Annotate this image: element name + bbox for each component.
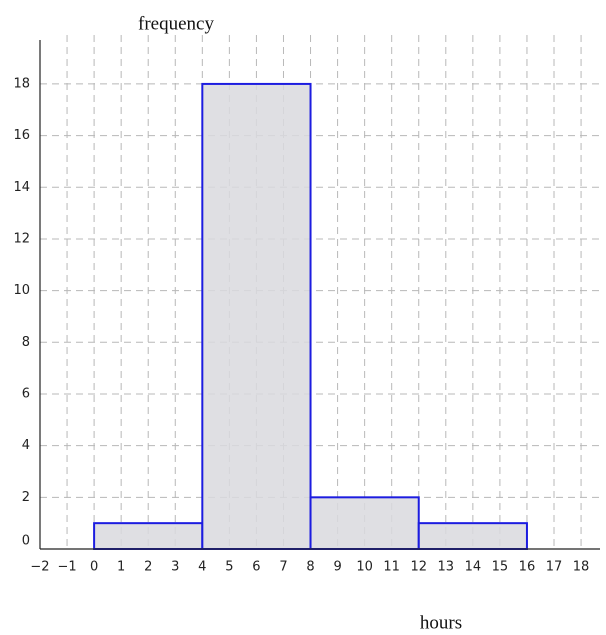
x-axis-title: hours: [420, 612, 462, 633]
histogram-bar: [309, 496, 420, 550]
x-tick-label: 3: [171, 560, 179, 575]
x-tick-label: 17: [546, 560, 563, 575]
x-tick-label: 5: [225, 560, 233, 575]
y-tick-label: 16: [13, 128, 30, 143]
x-tick-label: −1: [57, 560, 76, 575]
y-tick-label: 6: [22, 386, 30, 401]
x-tick-label: 18: [573, 560, 590, 575]
y-tick-label: 14: [13, 180, 30, 195]
y-tick-label: 18: [13, 76, 30, 91]
y-tick-label: 10: [13, 283, 30, 298]
histogram-bar: [201, 82, 312, 550]
y-tick-label: 2: [22, 490, 30, 505]
histogram-bar: [93, 522, 204, 550]
y-tick-label: 0: [22, 534, 30, 549]
histogram-bar: [417, 522, 528, 550]
y-tick-label: 4: [22, 438, 30, 453]
y-axis-title: frequency: [138, 13, 214, 34]
y-tick-label: 8: [22, 335, 30, 350]
x-tick-label: 8: [306, 560, 314, 575]
x-tick-label: 6: [252, 560, 260, 575]
x-tick-label: 12: [410, 560, 427, 575]
x-tick-label: 14: [465, 560, 482, 575]
x-tick-label: 10: [356, 560, 373, 575]
x-tick-label: 15: [492, 560, 509, 575]
x-tick-label: 1: [117, 560, 125, 575]
x-tick-label: 16: [519, 560, 536, 575]
y-tick-label: 12: [13, 231, 30, 246]
x-tick-label: 9: [333, 560, 341, 575]
x-tick-label: 13: [438, 560, 455, 575]
x-tick-label: 11: [383, 560, 400, 575]
x-tick-label: 4: [198, 560, 206, 575]
x-tick-label: 0: [90, 560, 98, 575]
x-tick-label: 2: [144, 560, 152, 575]
x-tick-label: −2: [30, 560, 49, 575]
x-tick-label: 7: [279, 560, 287, 575]
